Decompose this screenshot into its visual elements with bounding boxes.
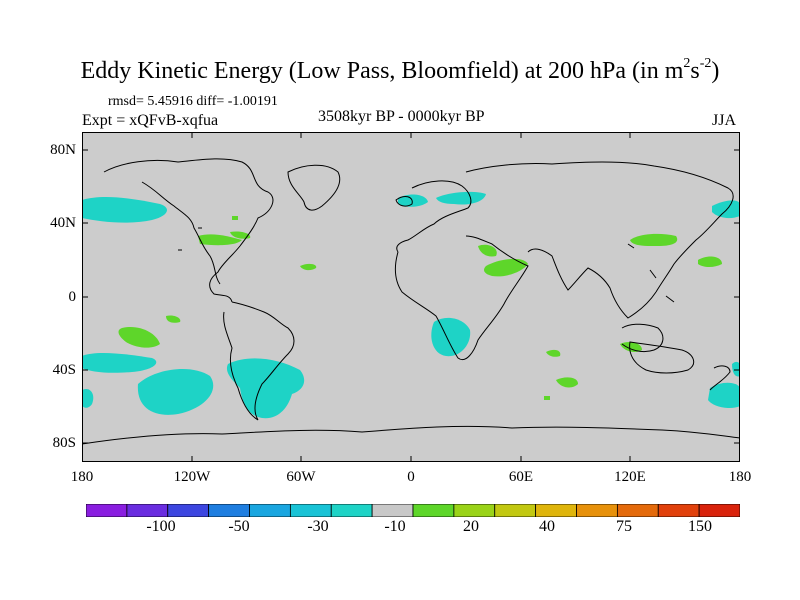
colorbar-segment [576, 504, 618, 517]
colorbar-label: 150 [688, 518, 712, 535]
colorbar-segment [86, 504, 128, 517]
lon-label-60w: 60W [286, 469, 316, 485]
experiment-label: Expt = xQFvB-xqfua [82, 112, 219, 129]
colorbar-segment [535, 504, 577, 517]
lon-label-180w: 180 [70, 469, 94, 485]
colorbar-segment [412, 504, 455, 517]
lon-label-180e: 180 [728, 469, 752, 485]
colorbar-segment [330, 504, 373, 517]
colorbar-label: -30 [307, 518, 329, 535]
lat-label-80s: 80S [52, 435, 76, 451]
positive-anomaly-regions [118, 216, 722, 400]
lat-label-0: 0 [68, 289, 77, 305]
map-ticks [82, 132, 740, 462]
colorbar-segment [698, 504, 740, 517]
colorbar-segment [126, 504, 169, 517]
colorbar-label: -50 [228, 518, 250, 535]
colorbar-label: 20 [463, 518, 479, 535]
colorbar-segment [249, 504, 291, 517]
colorbar-segment [494, 504, 537, 517]
colorbar-segment [657, 504, 700, 517]
colorbar-label: 75 [616, 518, 632, 535]
lat-label-40n: 40N [50, 215, 76, 231]
colorbar-segment [453, 504, 496, 517]
plot-title: Eddy Kinetic Energy (Low Pass, Bloomfiel… [80, 56, 720, 84]
world-map [82, 132, 740, 462]
coastlines [82, 158, 740, 445]
lon-label-0: 0 [407, 469, 415, 485]
colorbar-label: 40 [539, 518, 555, 535]
colorbar-segment [167, 504, 210, 517]
colorbar-label: -10 [384, 518, 406, 535]
colorbar-segment [289, 504, 332, 517]
colorbar-segment [616, 504, 659, 517]
lat-label-80n: 80N [50, 142, 76, 158]
colorbar [86, 504, 740, 517]
lon-label-120e: 120E [614, 469, 646, 485]
lat-label-40s: 40S [52, 362, 76, 378]
negative-anomaly-regions [82, 191, 740, 419]
colorbar-label: -100 [146, 518, 176, 535]
lon-label-120w: 120W [173, 469, 211, 485]
lon-label-60e: 60E [508, 469, 534, 485]
period-label: 3508kyr BP - 0000kyr BP [318, 108, 485, 125]
season-label: JJA [712, 112, 737, 129]
stats-text: rmsd= 5.45916 diff= -1.00191 [108, 94, 278, 109]
colorbar-segment [208, 504, 250, 517]
colorbar-segment [371, 504, 414, 517]
